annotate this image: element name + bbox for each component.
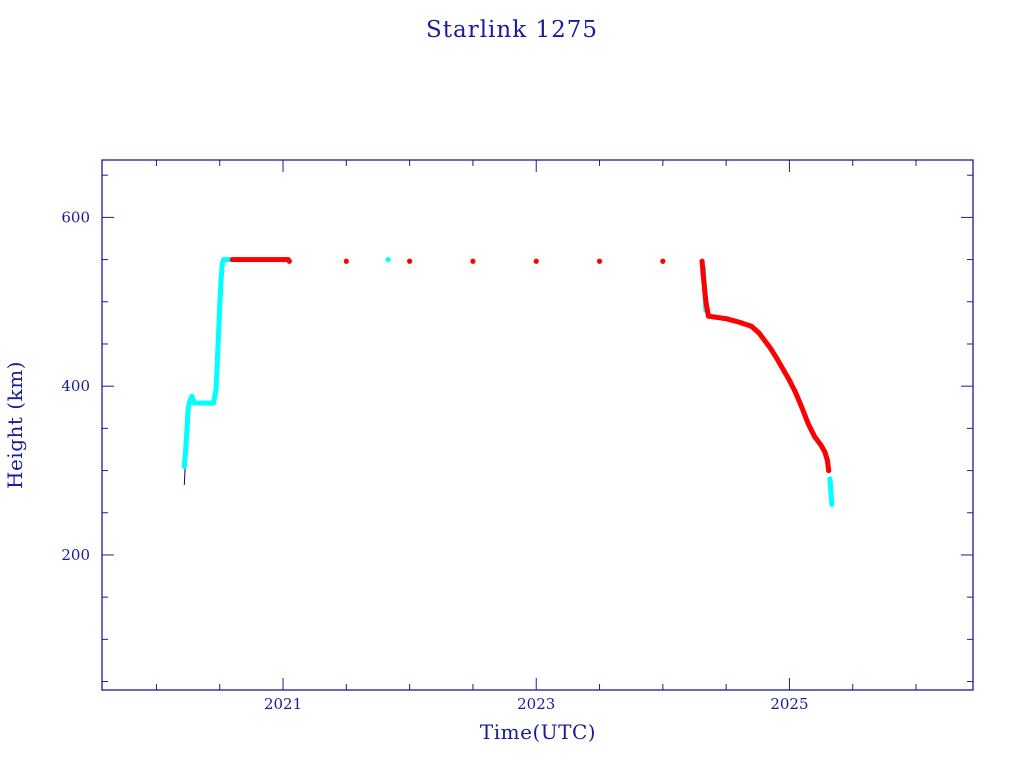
data-point (826, 467, 832, 474)
data-point (596, 258, 603, 264)
x-tick-label: 2023 (517, 695, 555, 713)
x-tick-label: 2021 (264, 695, 302, 713)
y-tick-label: 400 (61, 377, 90, 395)
y-axis-label: Height (km) (3, 361, 27, 489)
y-tick-label: 600 (61, 208, 90, 226)
x-tick-label: 2025 (770, 695, 808, 713)
data-point (533, 258, 539, 264)
data-point (660, 258, 666, 264)
data-point (470, 258, 476, 264)
data-points (181, 256, 835, 507)
data-point (343, 258, 349, 264)
chart-title: Starlink 1275 (426, 17, 598, 43)
plot-frame (101, 159, 974, 691)
data-point (286, 258, 292, 264)
tick-labels: 2021 2023 2025 200 400 600 (61, 208, 808, 713)
x-axis-label: Time(UTC) (480, 720, 596, 744)
data-point (385, 256, 391, 263)
y-tick-label: 200 (61, 546, 90, 564)
data-point (407, 258, 413, 264)
data-point (829, 501, 835, 507)
axis-ticks (102, 160, 973, 690)
